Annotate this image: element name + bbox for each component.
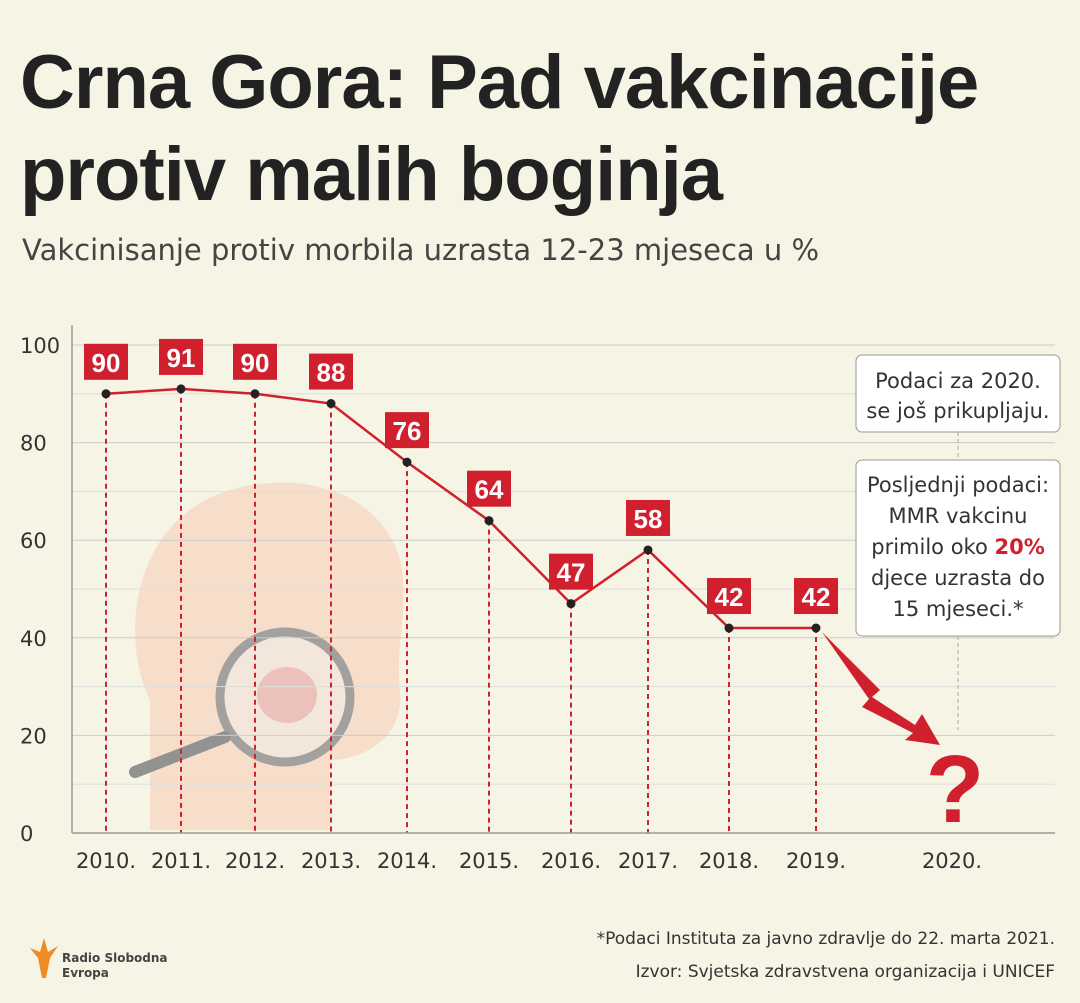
- chart-subtitle: Vakcinisanje protiv morbila uzrasta 12-2…: [22, 233, 819, 267]
- label-box: [385, 412, 429, 449]
- point: [402, 457, 412, 467]
- annotation: se još prikupljaju.: [866, 399, 1049, 423]
- x-tick-label: 2014.: [377, 849, 437, 873]
- annotation: djece uzrasta do: [871, 566, 1045, 590]
- x-tick-label: 2015.: [459, 849, 519, 873]
- data-label: 88: [317, 358, 346, 388]
- logo-text: Radio Slobodna: [62, 951, 168, 965]
- point: [566, 599, 576, 609]
- point: [724, 623, 734, 633]
- annotation: primilo oko 20%: [871, 535, 1045, 559]
- x-tick-label: 2013.: [301, 849, 361, 873]
- x-tick-label: 2011.: [151, 849, 211, 873]
- x-tick-label: 2012.: [225, 849, 285, 873]
- label-box: [233, 343, 277, 380]
- point: [250, 389, 260, 399]
- label-box: [309, 353, 353, 390]
- label-box: [707, 578, 751, 615]
- point: [643, 545, 653, 555]
- data-label: 42: [802, 582, 831, 612]
- point: [176, 384, 186, 394]
- data-label: 90: [241, 348, 270, 378]
- x-tick-label: 2016.: [541, 849, 601, 873]
- source: Izvor: Svjetska zdravstvena organizacija…: [636, 962, 1055, 982]
- label-box: [626, 499, 670, 536]
- annotation: 15 mjeseci.*: [892, 597, 1023, 621]
- point: [484, 516, 494, 526]
- label-box: [159, 338, 203, 375]
- unknown-marker: ?: [926, 736, 985, 843]
- annotation-box: [855, 459, 1061, 637]
- series-line: [105, 387, 816, 630]
- data-label: 47: [557, 558, 586, 588]
- y-tick-label: 20: [20, 724, 47, 748]
- data-label: 91: [167, 343, 196, 373]
- y-tick-label: 80: [20, 432, 47, 456]
- data-label: 90: [92, 348, 121, 378]
- label-box: [84, 343, 128, 380]
- annotation-part: primilo oko: [871, 535, 994, 559]
- y-tick-label: 0: [20, 822, 33, 846]
- x-tick-label: 2010.: [76, 849, 136, 873]
- y-tick-label: 100: [20, 334, 60, 358]
- annotation-highlight: 20%: [994, 535, 1044, 559]
- x-tick-label: 2019.: [786, 849, 846, 873]
- x-tick-label: 2018.: [699, 849, 759, 873]
- annotation: MMR vakcinu: [889, 504, 1028, 528]
- chart-title: protiv malih boginja: [20, 132, 724, 217]
- y-tick-label: 40: [20, 627, 47, 651]
- logo-text: Evropa: [62, 966, 109, 980]
- chart-title: Crna Gora: Pad vakcinacije: [20, 40, 978, 125]
- data-label: 58: [634, 504, 663, 534]
- point: [101, 389, 111, 399]
- data-label: 76: [393, 416, 422, 446]
- data-label: 64: [475, 475, 504, 505]
- point: [326, 399, 336, 409]
- logo-icon: [30, 938, 58, 978]
- illustration: [129, 482, 404, 830]
- annotation-box: [855, 354, 1061, 433]
- point: [811, 623, 821, 633]
- label-box: [794, 578, 838, 615]
- annotation: Posljednji podaci:: [867, 473, 1049, 497]
- label-box: [549, 553, 593, 590]
- annotation: Podaci za 2020.: [875, 369, 1041, 393]
- x-tick-label: 2020.: [922, 849, 982, 873]
- y-tick-label: 60: [20, 529, 47, 553]
- footnote: *Podaci Instituta za javno zdravlje do 2…: [597, 929, 1055, 949]
- x-tick-label: 2017.: [618, 849, 678, 873]
- label-box: [467, 470, 511, 507]
- data-label: 42: [715, 582, 744, 612]
- decline-arrow: [822, 632, 940, 745]
